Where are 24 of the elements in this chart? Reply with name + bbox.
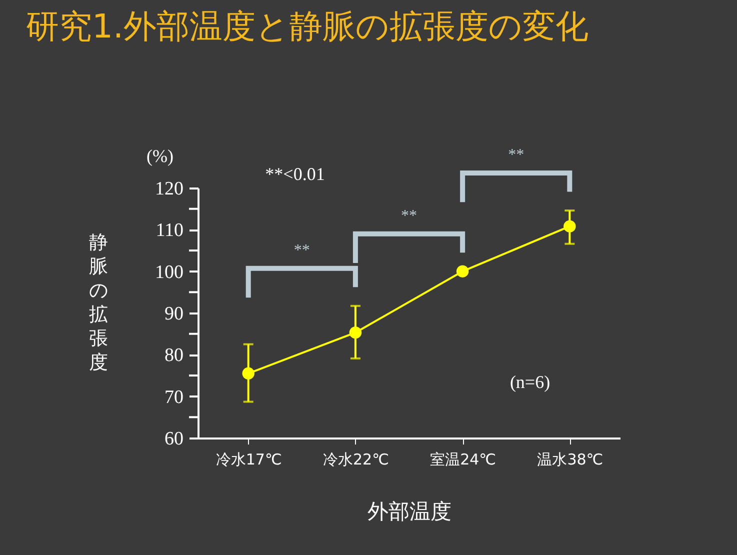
point xyxy=(349,326,362,339)
x-tick-label: 室温24℃ xyxy=(430,450,496,468)
x-tick-label: 温水38℃ xyxy=(537,450,604,468)
point xyxy=(564,220,576,232)
y-tick-label: 110 xyxy=(156,220,184,242)
chart-title: 研究1.外部温度と静脈の拡張度の変化 xyxy=(26,6,588,46)
y-tick-label: 90 xyxy=(164,304,184,324)
text: **<0.01 xyxy=(265,164,325,184)
annotation: ** xyxy=(401,207,417,224)
y-tick-label: 100 xyxy=(155,262,184,283)
x-axis-title: 外部温度 xyxy=(368,500,452,524)
text: ** xyxy=(508,146,524,164)
annotation: ** xyxy=(294,242,310,259)
y-tick-label: 70 xyxy=(164,386,184,408)
y-axis-title: 静脈の拡張度 xyxy=(89,232,108,374)
x-tick-label: 冷水22℃ xyxy=(322,450,389,468)
y-tick-label: 80 xyxy=(164,345,184,366)
y-tick-label: 60 xyxy=(164,428,184,450)
point xyxy=(456,265,469,278)
y-tick-label: 120 xyxy=(155,178,184,200)
point xyxy=(242,367,254,380)
annotation: (n=6) xyxy=(510,372,550,392)
text: (%) xyxy=(146,146,174,166)
x-tick-label: 冷水17℃ xyxy=(216,450,282,468)
